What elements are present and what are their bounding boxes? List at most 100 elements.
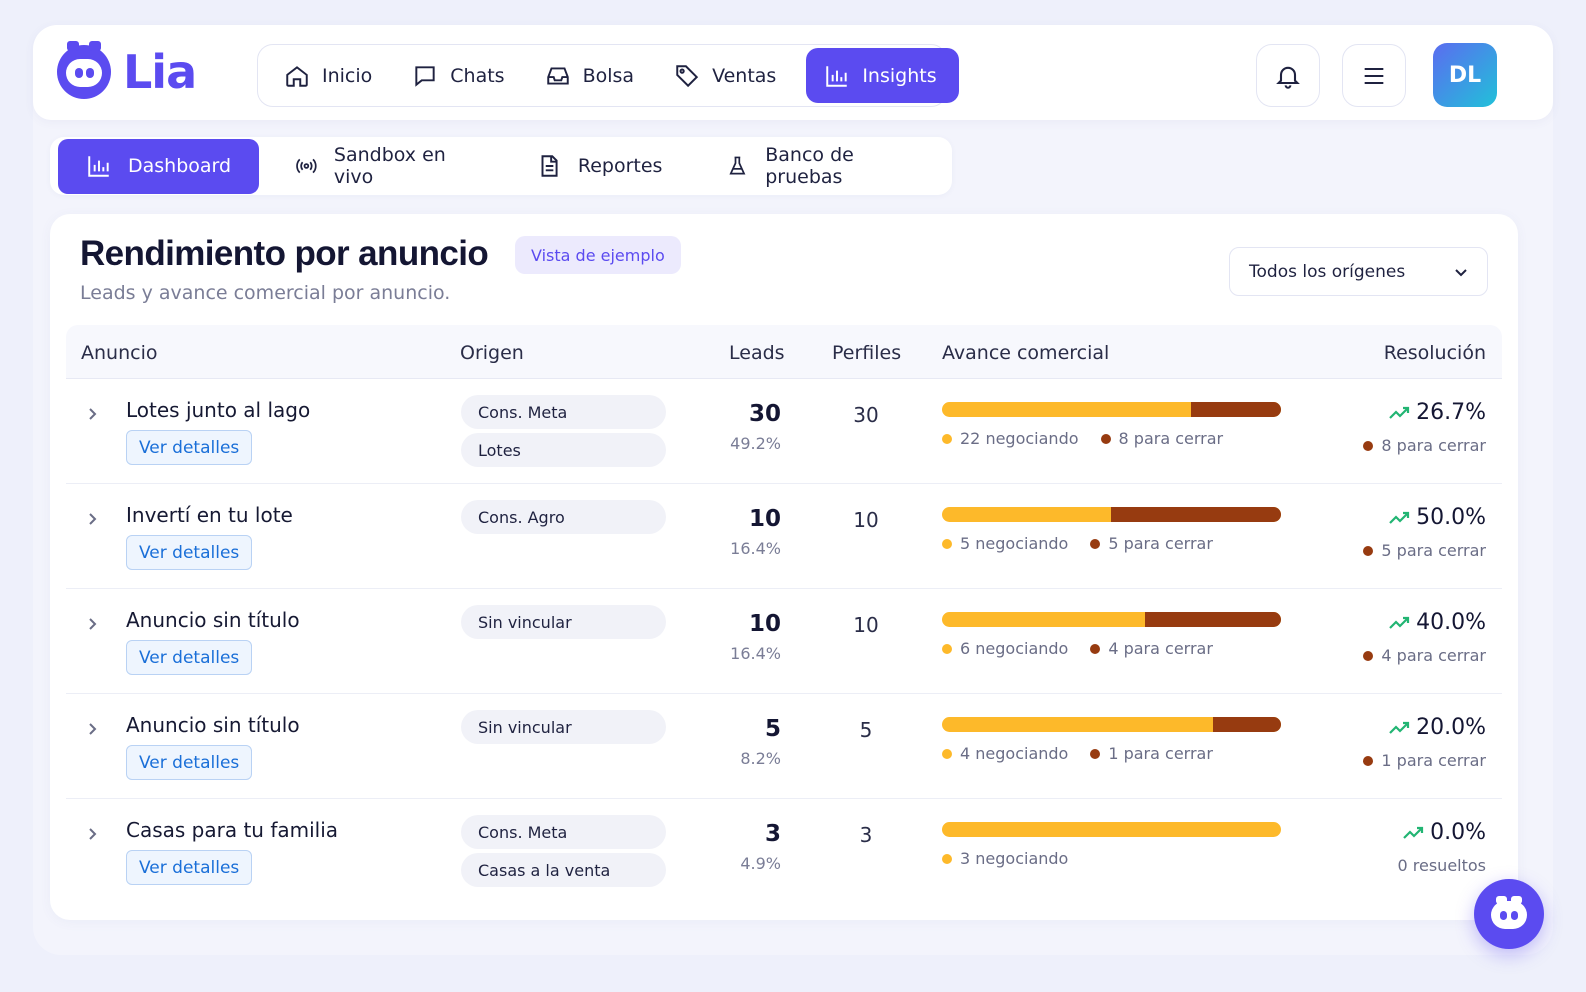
column-header-leads[interactable]: Leads — [729, 342, 785, 364]
legend-negotiating: 3 negociando — [942, 849, 1068, 868]
tab-label: Dashboard — [128, 155, 232, 177]
legend-negotiating: 5 negociando — [942, 534, 1068, 553]
table-row[interactable]: Anuncio sin título Ver detalles Sin vincul… — [66, 694, 1502, 799]
assistant-fab-button[interactable] — [1474, 879, 1544, 949]
avatar[interactable]: DL — [1433, 43, 1497, 107]
view-details-button[interactable]: Ver detalles — [126, 640, 253, 675]
nav-item-chats[interactable]: Chats — [394, 48, 526, 103]
table-row[interactable]: Lotes junto al lago Ver detalles Cons. Met… — [66, 379, 1502, 484]
chevron-right-icon[interactable] — [84, 721, 100, 737]
to-close-segment — [1111, 507, 1281, 522]
ad-name: Anuncio sin título — [126, 713, 300, 737]
resolution-percent: 26.7% — [1416, 400, 1486, 425]
home-icon — [286, 65, 308, 87]
notifications-button[interactable] — [1256, 44, 1320, 107]
sales-progress-bar — [942, 507, 1281, 522]
profiles-count: 5 — [859, 718, 873, 742]
trend-up-icon — [1403, 826, 1424, 839]
nav-label: Chats — [450, 64, 505, 87]
view-details-button[interactable]: Ver detalles — [126, 535, 253, 570]
resolution-value: 26.7% — [1389, 400, 1486, 425]
ad-name: Casas para tu familia — [126, 818, 339, 842]
origin-chip: Lotes — [461, 433, 666, 467]
to-close-segment — [1213, 717, 1281, 732]
trend-up-icon — [1389, 721, 1410, 734]
sales-progress-bar — [942, 822, 1281, 837]
progress-legend: 6 negociando 4 para cerrar — [942, 639, 1235, 658]
sales-progress-bar — [942, 402, 1281, 417]
progress-legend: 3 negociando — [942, 849, 1090, 868]
progress-legend: 22 negociando 8 para cerrar — [942, 429, 1245, 448]
chevron-right-icon[interactable] — [84, 616, 100, 632]
logo-robot-icon — [57, 41, 111, 99]
nav-label: Insights — [862, 64, 937, 87]
resolution-percent: 50.0% — [1416, 505, 1486, 530]
nav-item-ventas[interactable]: Ventas — [656, 48, 798, 103]
tab-dashboard[interactable]: Dashboard — [58, 138, 260, 194]
resolution-value: 20.0% — [1389, 715, 1486, 740]
legend-negotiating: 4 negociando — [942, 744, 1068, 763]
leads-percent: 4.9% — [740, 854, 781, 873]
resolution-value: 40.0% — [1389, 610, 1486, 635]
resolution-detail-text: 1 para cerrar — [1381, 751, 1486, 770]
profiles-count: 30 — [853, 403, 879, 427]
column-header-origen[interactable]: Origen — [460, 342, 524, 364]
brand-logo[interactable]: Lia — [57, 41, 197, 99]
resolution-percent: 0.0% — [1430, 820, 1486, 845]
resolution-detail: 8 para cerrar — [1363, 436, 1486, 455]
ad-name: Invertí en tu lote — [126, 503, 293, 527]
tab-reportes[interactable]: Reportes — [508, 139, 691, 194]
nav-item-insights[interactable]: Insights — [806, 48, 959, 103]
chat-icon — [415, 65, 435, 87]
ad-name: Lotes junto al lago — [126, 398, 311, 422]
legend-negotiating: 6 negociando — [942, 639, 1068, 658]
hamburger-menu-icon — [1364, 67, 1384, 84]
resolution-percent: 20.0% — [1416, 715, 1486, 740]
resolution-detail: 0 resueltos — [1398, 856, 1487, 875]
column-header-avance[interactable]: Avance comercial — [942, 342, 1110, 364]
bar-chart-icon — [826, 65, 848, 87]
leads-percent: 16.4% — [730, 539, 781, 558]
resolution-detail: 1 para cerrar — [1363, 751, 1486, 770]
table-row[interactable]: Casas para tu familia Ver detalles Cons. M… — [66, 799, 1502, 904]
trend-up-icon — [1389, 406, 1410, 419]
bar-chart-icon — [88, 156, 109, 177]
nav-item-inicio[interactable]: Inicio — [266, 48, 394, 103]
origin-chip: Cons. Meta — [461, 395, 666, 429]
document-icon — [541, 155, 558, 177]
chevron-right-icon[interactable] — [84, 826, 100, 842]
tab-sandbox[interactable]: Sandbox en vivo — [267, 139, 500, 194]
leads-count: 10 — [748, 506, 781, 532]
column-header-resolucion[interactable]: Resolución — [1383, 342, 1486, 364]
menu-button[interactable] — [1342, 44, 1406, 107]
leads-percent: 8.2% — [740, 749, 781, 768]
brand-name: Lia — [123, 45, 197, 99]
profiles-count: 10 — [853, 508, 879, 532]
table-row[interactable]: Anuncio sin título Ver detalles Sin vincul… — [66, 589, 1502, 694]
legend-to-close: 8 para cerrar — [1100, 429, 1223, 448]
nav-item-bolsa[interactable]: Bolsa — [527, 48, 656, 103]
robot-icon — [1491, 896, 1527, 929]
table-row[interactable]: Invertí en tu lote Ver detalles Cons. Agro… — [66, 484, 1502, 589]
inbox-icon — [546, 66, 569, 85]
tab-label: Sandbox en vivo — [333, 144, 446, 188]
view-details-button[interactable]: Ver detalles — [126, 430, 253, 465]
resolution-detail-text: 0 resueltos — [1397, 856, 1487, 875]
column-header-anuncio[interactable]: Anuncio — [81, 342, 158, 364]
chevron-right-icon[interactable] — [84, 406, 100, 422]
app-window: Lia Inicio Chats Bolsa Ventas Insights — [33, 25, 1553, 955]
legend-to-close: 5 para cerrar — [1090, 534, 1213, 553]
view-details-button[interactable]: Ver detalles — [126, 850, 253, 885]
view-details-button[interactable]: Ver detalles — [126, 745, 253, 780]
ad-name: Anuncio sin título — [126, 608, 300, 632]
legend-to-close: 1 para cerrar — [1090, 744, 1213, 763]
resolution-detail-text: 8 para cerrar — [1381, 436, 1486, 455]
chevron-right-icon[interactable] — [84, 511, 100, 527]
trend-up-icon — [1389, 511, 1410, 524]
tab-banco-pruebas[interactable]: Banco de pruebas — [698, 139, 944, 194]
origin-filter-select[interactable]: Todos los orígenes — [1229, 247, 1488, 296]
legend-to-close: 4 para cerrar — [1090, 639, 1213, 658]
leads-count: 5 — [764, 716, 781, 742]
column-header-perfiles[interactable]: Perfiles — [832, 342, 902, 364]
tab-label: Reportes — [577, 155, 663, 177]
